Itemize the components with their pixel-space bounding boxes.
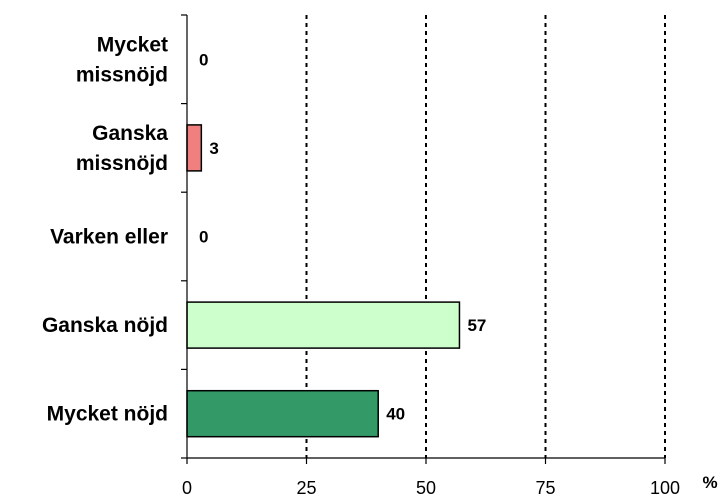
data-label: 0 [199, 50, 208, 69]
data-label: 3 [209, 139, 218, 158]
axes [181, 14, 666, 464]
x-tick-label: 0 [182, 478, 192, 498]
bars [186, 124, 461, 438]
bar [186, 301, 461, 349]
data-label: 57 [467, 316, 486, 335]
category-label: missnöjd [76, 152, 168, 175]
category-label: Mycket nöjd [47, 403, 168, 426]
category-label: Varken eller [50, 226, 168, 249]
bar [186, 389, 379, 438]
bar [186, 124, 203, 172]
x-tick-label: 75 [535, 478, 555, 498]
category-label: Ganska nöjd [42, 314, 168, 337]
category-label: missnöjd [76, 63, 168, 86]
category-label: Ganska [92, 122, 168, 145]
data-label: 40 [386, 405, 405, 424]
gridlines [305, 15, 666, 458]
labels: % 0 25 50 75 100 0 Mycket missnöjd 3 Ganska missnö… [42, 33, 718, 498]
x-unit-label: % [702, 473, 717, 492]
x-tick-label: 50 [416, 478, 436, 498]
category-label: Mycket [97, 33, 168, 56]
x-tick-label: 25 [296, 478, 316, 498]
data-label: 0 [199, 228, 208, 247]
x-tick-label: 100 [650, 478, 680, 498]
